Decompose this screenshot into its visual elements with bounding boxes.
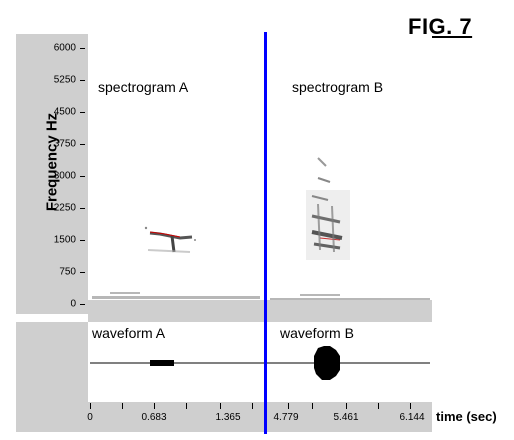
xtick-mark <box>220 403 221 409</box>
xtick-mark <box>154 403 155 409</box>
y-axis-panel: Frequency Hz <box>16 34 88 314</box>
ytick-mark <box>80 176 85 177</box>
time-axis-panel <box>88 402 432 432</box>
xtick-mark <box>252 403 253 409</box>
ytick-mark <box>80 144 85 145</box>
noise-floor-speckle <box>92 292 430 300</box>
ytick-label-5250: 5250 <box>53 74 76 86</box>
ytick-label-750: 750 <box>59 266 76 278</box>
xtick-mark <box>346 403 347 409</box>
time-axis-label: time (sec) <box>436 409 497 424</box>
spectrogram-noise-floor <box>88 300 432 322</box>
spectrogram-a-label: spectrogram A <box>98 79 189 95</box>
xtick-mark <box>410 403 411 409</box>
ytick-label-0: 0 <box>70 298 76 310</box>
waveform-b-burst <box>314 346 340 380</box>
xtick-label-6144: 6.144 <box>399 412 425 423</box>
ytick-mark <box>80 112 85 113</box>
recording-divider <box>264 32 267 434</box>
ytick-label-2250: 2250 <box>53 202 76 214</box>
ytick-mark <box>80 304 85 305</box>
left-strip <box>16 322 88 432</box>
xtick-mark <box>122 403 123 409</box>
ytick-mark <box>80 80 85 81</box>
ytick-mark <box>80 272 85 273</box>
ytick-label-4500: 4500 <box>53 106 76 118</box>
xtick-label-0: 0 <box>87 412 93 423</box>
xtick-mark <box>312 403 313 409</box>
xtick-label-1365: 1.365 <box>215 412 241 423</box>
ytick-mark <box>80 208 85 209</box>
ytick-mark <box>80 48 85 49</box>
ytick-mark <box>80 240 85 241</box>
spectrogram-b-call <box>306 157 350 260</box>
xtick-label-5461: 5.461 <box>333 412 359 423</box>
xtick-mark <box>186 403 187 409</box>
xtick-mark <box>90 403 91 409</box>
xtick-label-4779: 4.779 <box>273 412 299 423</box>
waveform-a-burst <box>150 360 174 366</box>
xtick-mark <box>288 403 289 409</box>
ytick-label-1500: 1500 <box>53 234 76 246</box>
waveform-panel <box>88 322 432 402</box>
spectrogram-a-call <box>144 226 196 253</box>
ytick-label-3750: 3750 <box>53 138 76 150</box>
ytick-label-3000: 3000 <box>53 170 76 182</box>
waveform-b-label: waveform B <box>280 325 354 341</box>
ytick-label-6000: 6000 <box>53 42 76 54</box>
waveform-a-label: waveform A <box>92 325 166 341</box>
spectrogram-b-label: spectrogram B <box>292 79 384 95</box>
xtick-label-0683: 0.683 <box>141 412 167 423</box>
spectrogram-panel <box>88 34 432 314</box>
xtick-mark <box>378 403 379 409</box>
